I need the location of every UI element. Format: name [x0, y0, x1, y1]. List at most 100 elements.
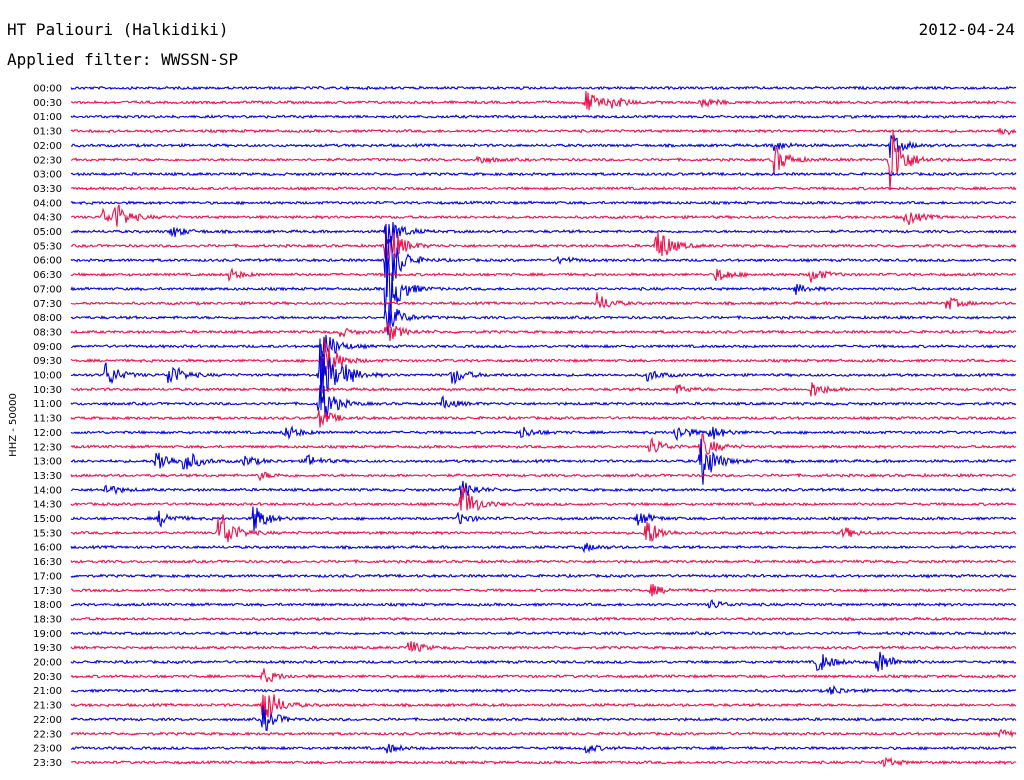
trace-line [70, 131, 1017, 191]
tick-label: 18:30 [33, 614, 62, 625]
trace-line [70, 640, 1017, 653]
tick-label: 14:00 [33, 485, 62, 496]
tick-label: 06:30 [33, 270, 62, 281]
trace-line [70, 480, 1017, 499]
trace-line [70, 438, 1017, 485]
tick-label: 19:00 [33, 629, 62, 640]
trace-line [70, 204, 1017, 227]
tick-label: 11:00 [33, 399, 62, 410]
tick-label: 16:00 [33, 543, 62, 554]
tick-label: 05:30 [33, 241, 62, 252]
trace-line [70, 128, 1017, 136]
tick-label: 10:00 [33, 371, 62, 382]
tick-label: 02:30 [33, 155, 62, 166]
tick-label: 23:30 [33, 758, 62, 769]
trace-line [70, 292, 1017, 310]
date-label: 2012-04-24 [918, 20, 1015, 39]
trace-line [70, 322, 1017, 342]
tick-label: 02:00 [33, 141, 62, 152]
trace-group [70, 85, 1017, 768]
tick-label: 00:00 [33, 84, 62, 95]
trace-line [70, 200, 1017, 206]
trace-line [70, 743, 1017, 755]
trace-line [70, 114, 1017, 120]
tick-label: 13:30 [33, 471, 62, 482]
trace-line [70, 471, 1017, 482]
trace-line [70, 651, 1017, 672]
tick-label: 19:30 [33, 643, 62, 654]
trace-line [70, 338, 1017, 374]
trace-line [70, 171, 1017, 177]
tick-label: 17:00 [33, 571, 62, 582]
tick-label: 12:30 [33, 442, 62, 453]
trace-line [70, 85, 1017, 91]
trace-line [70, 584, 1017, 597]
trace-line [70, 599, 1017, 609]
tick-label: 22:30 [33, 729, 62, 740]
trace-line [70, 382, 1017, 397]
tick-label: 09:00 [33, 342, 62, 353]
trace-line [70, 91, 1017, 111]
trace-line [70, 303, 1017, 336]
tick-label: 21:00 [33, 686, 62, 697]
tick-label: 06:00 [33, 256, 62, 267]
tick-label: 07:00 [33, 284, 62, 295]
trace-line [70, 257, 1017, 315]
tick-label: 03:00 [33, 170, 62, 181]
trace-line [70, 542, 1017, 554]
tick-label: 20:30 [33, 672, 62, 683]
trace-line [70, 694, 1017, 721]
tick-label: 11:30 [33, 414, 62, 425]
trace-line [70, 506, 1017, 532]
trace-line [70, 185, 1017, 192]
trace-line [70, 756, 1017, 768]
tick-label: 04:30 [33, 213, 62, 224]
trace-line [70, 226, 1017, 263]
tick-label: 09:30 [33, 356, 62, 367]
tick-label: 05:00 [33, 227, 62, 238]
trace-line [70, 221, 1017, 245]
trace-line [70, 487, 1017, 511]
trace-line [70, 267, 1017, 283]
tick-label: 01:00 [33, 112, 62, 123]
tick-labels: 00:00 00:30 01:00 01:30 02:00 02:30 03:00 03:30… [33, 84, 62, 769]
trace-line [70, 432, 1017, 462]
trace-line [70, 616, 1017, 622]
trace-line [70, 385, 1017, 418]
tick-label: 16:30 [33, 557, 62, 568]
trace-line [70, 558, 1017, 565]
tick-label: 20:00 [33, 658, 62, 669]
tick-label: 07:30 [33, 299, 62, 310]
y-axis-label: HHZ - 50000 [8, 393, 19, 457]
tick-label: 15:00 [33, 514, 62, 525]
trace-line [70, 425, 1017, 442]
tick-label: 14:30 [33, 500, 62, 511]
tick-label: 08:00 [33, 313, 62, 324]
tick-label: 10:30 [33, 385, 62, 396]
tick-label: 15:30 [33, 528, 62, 539]
trace-line [70, 223, 1017, 297]
filter-label: Applied filter: WWSSN-SP [7, 50, 239, 69]
trace-line [70, 514, 1017, 543]
trace-line [70, 133, 1017, 159]
tick-label: 12:00 [33, 428, 62, 439]
trace-line [70, 684, 1017, 695]
trace-line [70, 705, 1017, 732]
trace-line [70, 630, 1017, 636]
trace-line [70, 728, 1017, 739]
tick-label: 04:00 [33, 198, 62, 209]
tick-label: 17:30 [33, 586, 62, 597]
trace-line [71, 338, 1017, 411]
tick-label: 13:00 [33, 457, 62, 468]
tick-label: 18:00 [33, 600, 62, 611]
trace-line [70, 573, 1017, 579]
trace-line [70, 334, 1017, 359]
trace-line [70, 668, 1017, 683]
tick-label: 22:00 [33, 715, 62, 726]
tick-label: 03:30 [33, 184, 62, 195]
tick-label: 00:30 [33, 98, 62, 109]
tick-label: 01:30 [33, 127, 62, 138]
tick-label: 23:00 [33, 744, 62, 755]
station-title: HT Paliouri (Halkidiki) [7, 20, 229, 39]
